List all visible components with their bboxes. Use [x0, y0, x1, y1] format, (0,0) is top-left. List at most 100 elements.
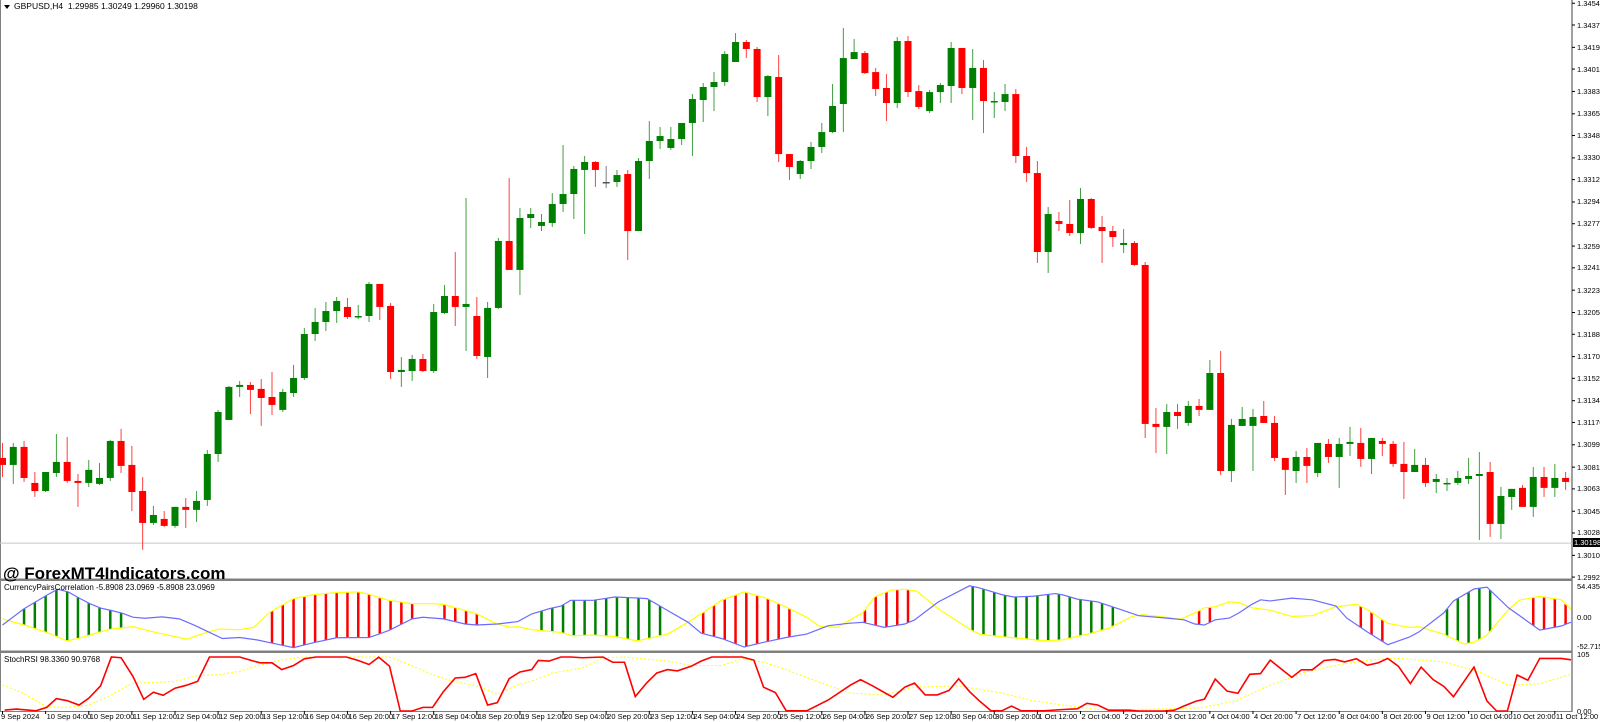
- bullish-candle: [322, 311, 330, 322]
- bearish-candle: [882, 87, 890, 103]
- bearish-candle: [1130, 242, 1138, 265]
- price-axis-label: 1.31700: [1577, 352, 1600, 362]
- price-axis-label: 1.30990: [1577, 440, 1600, 450]
- bullish-candle: [688, 99, 696, 123]
- bearish-candle: [0, 457, 6, 465]
- bearish-candle: [1378, 440, 1386, 444]
- bullish-candle: [1314, 442, 1322, 473]
- bullish-candle: [1454, 477, 1462, 483]
- time-axis-label: 17 Sep 12:00: [391, 712, 437, 721]
- bullish-candle: [214, 412, 222, 454]
- time-axis-label: 19 Sep 12:00: [520, 712, 566, 721]
- panel-separator: [0, 650, 1572, 653]
- bullish-candle: [570, 168, 578, 195]
- bearish-candle: [1109, 231, 1117, 238]
- bullish-candle: [516, 218, 524, 270]
- bearish-candle: [1324, 443, 1332, 457]
- ohlc-values: 1.29985 1.30249 1.29960 1.30198: [67, 1, 198, 11]
- time-axis-label: 8 Oct 04:00: [1340, 712, 1379, 721]
- time-axis-label: 24 Sep 04:00: [693, 712, 739, 721]
- bearish-candle: [1087, 199, 1095, 228]
- bearish-candle: [376, 283, 384, 307]
- price-axis-label: 1.32235: [1577, 285, 1600, 295]
- bullish-candle: [581, 161, 589, 170]
- bullish-candle: [1292, 456, 1300, 472]
- bearish-candle: [1012, 94, 1020, 157]
- time-axis-label: 2 Oct 04:00: [1081, 712, 1121, 721]
- time-axis-label: 11 Oct 12:00: [1555, 712, 1599, 721]
- bearish-candle: [74, 480, 82, 483]
- bearish-candle: [31, 482, 39, 491]
- bullish-candle: [354, 316, 362, 318]
- bullish-candle: [440, 296, 448, 314]
- time-axis-label: 4 Oct 04:00: [1210, 712, 1250, 721]
- time-axis-label: 2 Oct 20:00: [1124, 712, 1164, 721]
- bearish-candle: [872, 72, 880, 89]
- bullish-candle: [710, 82, 718, 87]
- bearish-candle: [1303, 456, 1311, 466]
- bearish-candle: [1217, 373, 1225, 472]
- bullish-candle: [1346, 441, 1354, 444]
- time-axis-label: 10 Oct 04:00: [1469, 712, 1513, 721]
- bearish-candle: [473, 316, 481, 356]
- bullish-candle: [42, 471, 50, 491]
- dropdown-triangle-icon[interactable]: [4, 4, 10, 9]
- time-axis-label: 25 Sep 12:00: [779, 712, 825, 721]
- bullish-candle: [333, 300, 341, 312]
- bearish-candle: [1033, 173, 1041, 253]
- bullish-candle: [1465, 475, 1473, 479]
- bullish-candle: [764, 76, 772, 98]
- time-axis-label: 9 Oct 12:00: [1426, 712, 1466, 721]
- bearish-candle: [742, 42, 750, 49]
- bearish-candle: [419, 358, 427, 372]
- time-axis-label: 10 Oct 20:00: [1512, 712, 1556, 721]
- bullish-candle: [1551, 477, 1559, 488]
- bearish-candle: [753, 48, 761, 98]
- bullish-candle: [538, 221, 545, 226]
- bullish-candle: [527, 214, 535, 219]
- bullish-candle: [850, 52, 858, 60]
- time-axis-label: 1 Oct 12:00: [1038, 712, 1078, 721]
- bullish-candle: [225, 386, 233, 420]
- price-axis-label: 1.32590: [1577, 241, 1600, 251]
- bullish-candle: [171, 506, 179, 526]
- bullish-candle: [796, 160, 804, 175]
- bullish-candle: [1238, 418, 1246, 426]
- bearish-candle: [958, 47, 966, 88]
- time-axis-label: 18 Sep 04:00: [434, 712, 480, 721]
- bearish-candle: [268, 396, 276, 405]
- bearish-candle: [1260, 415, 1268, 423]
- panel-separator: [0, 578, 1572, 581]
- bullish-candle: [484, 307, 492, 357]
- bullish-candle: [462, 303, 470, 307]
- watermark: @ ForexMT4Indicators.com: [3, 564, 226, 583]
- price-axis-label: 1.33300: [1577, 153, 1600, 163]
- bullish-candle: [1443, 482, 1451, 485]
- bullish-candle: [203, 453, 211, 500]
- bearish-candle: [1281, 457, 1289, 470]
- stochrsi-signal-line: [2, 656, 1572, 710]
- time-axis-label: 10 Sep 04:00: [46, 712, 92, 721]
- symbol-label: GBPUSD,H4: [14, 1, 64, 11]
- price-axis-label: 1.30100: [1577, 550, 1600, 560]
- bullish-candle: [656, 136, 664, 142]
- bearish-candle: [785, 154, 793, 167]
- bearish-candle: [1562, 477, 1570, 482]
- bearish-candle: [1421, 464, 1429, 483]
- bearish-candle: [1023, 156, 1031, 174]
- bullish-candle: [1411, 464, 1419, 472]
- price-axis-label: 1.31525: [1577, 373, 1600, 383]
- bullish-candle: [1335, 443, 1343, 457]
- price-axis-label: 1.33480: [1577, 131, 1600, 141]
- chart-header: GBPUSD,H4 1.29985 1.30249 1.29960 1.3019…: [4, 1, 198, 11]
- bullish-candle: [1120, 242, 1128, 245]
- bearish-candle: [775, 77, 783, 155]
- time-axis-label: 10 Sep 20:00: [89, 712, 135, 721]
- bullish-candle: [300, 334, 308, 378]
- time-axis-label: 3 Oct 12:00: [1167, 712, 1207, 721]
- price-axis-label: 1.32770: [1577, 219, 1600, 229]
- time-axis-label: 30 Sep 04:00: [952, 712, 997, 721]
